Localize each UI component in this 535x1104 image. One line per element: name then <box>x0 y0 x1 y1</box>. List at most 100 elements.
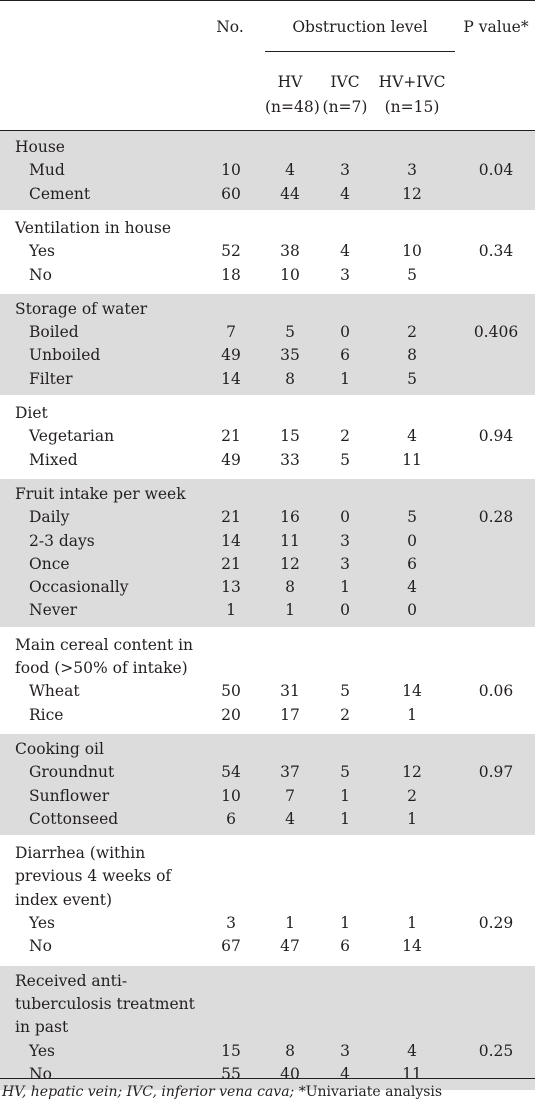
table-top-rule <box>0 0 535 1</box>
cell-value: 5 <box>340 763 350 782</box>
cell-value: 6 <box>407 554 417 573</box>
group-separator <box>0 396 535 398</box>
cell-value: 1 <box>407 914 417 932</box>
cell-value: 3 <box>340 161 350 180</box>
cell-value: 1 <box>285 601 295 620</box>
group-title: Storage of water <box>15 299 148 318</box>
cell-value: 0 <box>340 508 350 527</box>
table-bottom-rule <box>0 1078 535 1079</box>
cell-value: 14 <box>221 531 241 550</box>
cell-value: 6 <box>226 809 236 828</box>
cell-value: 1 <box>340 786 350 805</box>
header-subrule <box>265 51 455 52</box>
cell-value: 12 <box>280 554 300 573</box>
cell-value: 3 <box>407 161 417 180</box>
cell-value: 0 <box>407 601 417 620</box>
p-value: 0.29 <box>478 914 514 932</box>
row-label: Vegetarian <box>29 427 115 446</box>
cell-value: 12 <box>402 763 422 782</box>
header-p-value: P value* <box>463 18 529 36</box>
row-label: Wheat <box>29 682 80 701</box>
cell-value: 4 <box>340 242 350 261</box>
group-title: Received anti- <box>15 971 128 990</box>
cell-value: 1 <box>340 369 350 388</box>
group-title: tuberculosis treatment <box>15 994 195 1013</box>
group-title: previous 4 weeks of <box>15 867 172 886</box>
cell-value: 13 <box>221 578 241 597</box>
p-value: 0.34 <box>478 242 514 261</box>
cell-value: 1 <box>407 809 417 828</box>
row-label: Once <box>29 554 70 573</box>
cell-value: 4 <box>407 427 417 446</box>
cell-value: 3 <box>340 1041 350 1060</box>
cell-value: 8 <box>285 578 295 597</box>
cell-value: 31 <box>280 682 300 701</box>
cell-value: 7 <box>226 323 236 342</box>
cell-value: 11 <box>402 1064 422 1083</box>
cell-value: 2 <box>340 427 350 446</box>
cell-value: 1 <box>407 705 417 724</box>
row-label: Yes <box>29 1041 56 1060</box>
p-value: 0.28 <box>478 508 514 527</box>
cell-value: 16 <box>280 508 300 527</box>
row-label: Occasionally <box>29 578 129 597</box>
cell-value: 44 <box>280 184 300 203</box>
group-title: food (>50% of intake) <box>15 659 188 677</box>
cell-value: 21 <box>221 427 241 446</box>
row-label: Boiled <box>29 323 79 342</box>
header-no: No. <box>216 18 244 36</box>
cell-value: 4 <box>340 1064 350 1083</box>
cell-value: 4 <box>340 184 350 203</box>
cell-value: 15 <box>221 1041 241 1060</box>
cell-value: 1 <box>285 914 295 932</box>
header-ivc-n: (n=7) <box>322 98 368 116</box>
cell-value: 3 <box>340 531 350 550</box>
cell-value: 5 <box>340 682 350 701</box>
cell-value: 11 <box>280 531 300 550</box>
header-hvivc: HV+IVC <box>378 73 446 91</box>
cell-value: 5 <box>407 508 417 527</box>
group-title: Ventilation in house <box>15 218 172 237</box>
group-band <box>0 732 535 836</box>
p-value: 0.94 <box>478 427 514 446</box>
cell-value: 21 <box>221 508 241 527</box>
p-value: 0.06 <box>478 682 514 701</box>
group-title: Diet <box>15 404 48 422</box>
cell-value: 14 <box>402 682 422 701</box>
group-separator <box>0 476 535 479</box>
cell-value: 3 <box>340 265 350 284</box>
cell-value: 2 <box>407 786 417 805</box>
cell-value: 35 <box>280 346 300 365</box>
cell-value: 67 <box>221 937 241 956</box>
row-label: Mud <box>29 161 65 180</box>
cell-value: 60 <box>221 184 241 203</box>
group-title: index event) <box>15 890 113 909</box>
group-band <box>0 292 535 395</box>
row-label: Mixed <box>29 450 78 469</box>
group-title: in past <box>15 1018 69 1037</box>
row-label: Yes <box>29 242 56 261</box>
row-label: Rice <box>29 705 64 724</box>
cell-value: 8 <box>285 1041 295 1060</box>
row-label: Sunflower <box>29 786 110 805</box>
group-separator <box>0 291 535 294</box>
group-separator <box>0 731 535 734</box>
row-label: No <box>29 265 52 284</box>
p-value: 0.25 <box>478 1041 514 1060</box>
cell-value: 11 <box>402 450 422 469</box>
cell-value: 18 <box>221 265 241 284</box>
cell-value: 5 <box>407 369 417 388</box>
row-label: Yes <box>29 914 56 932</box>
cell-value: 5 <box>407 265 417 284</box>
cell-value: 21 <box>221 554 241 573</box>
cell-value: 14 <box>221 369 241 388</box>
group-band <box>0 131 535 210</box>
header-ivc: IVC <box>330 73 360 91</box>
cell-value: 1 <box>226 601 236 620</box>
row-label: Never <box>29 601 78 620</box>
cell-value: 6 <box>340 937 350 956</box>
row-label: Filter <box>29 369 73 388</box>
p-value: 0.97 <box>478 763 514 782</box>
cell-value: 40 <box>280 1064 300 1083</box>
